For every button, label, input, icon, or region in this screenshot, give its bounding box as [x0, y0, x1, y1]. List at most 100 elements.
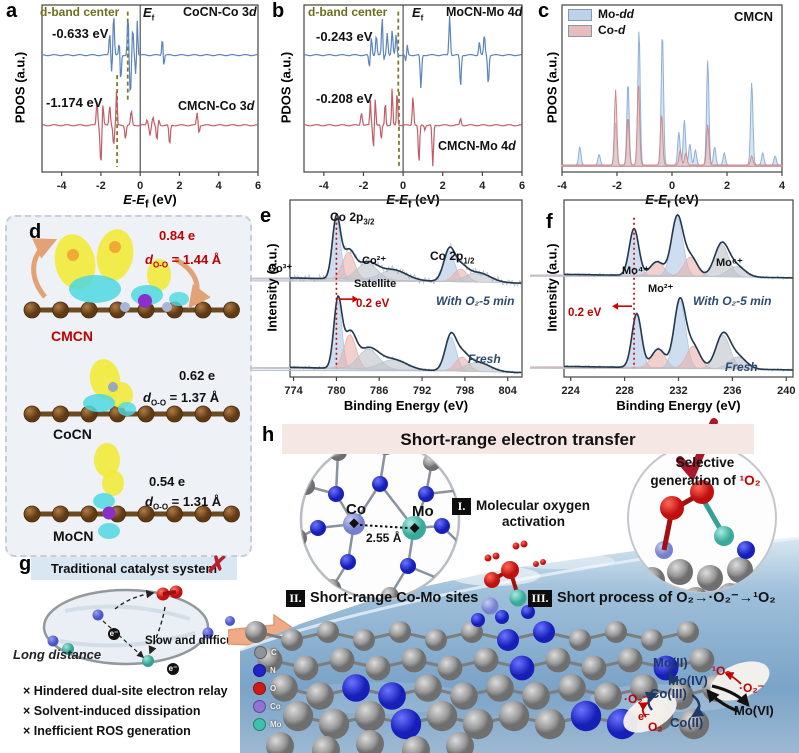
cycle-co2: Co(II) — [670, 715, 704, 730]
panel-h-short-range-scheme: h Short-range electron transfer Co Mo 2.… — [240, 398, 799, 753]
svg-text:4: 4 — [216, 180, 223, 192]
x-axis-label: Binding Energy (eV) — [616, 398, 741, 413]
electron-badge-2: e⁻ — [167, 663, 179, 675]
pdos-chart-a: -4 -2 0 2 4 6 — [41, 4, 261, 192]
co-mo-distance: 2.55 Å — [366, 531, 402, 545]
n-atom-swatch — [253, 664, 266, 678]
satellite-label: Satellite — [354, 278, 397, 290]
charge-blobs-cocn — [83, 359, 136, 416]
y-axis-label: PDOS (a.u.) — [12, 51, 28, 124]
svg-text:240: 240 — [777, 385, 795, 397]
co-atom-label: Co — [346, 501, 366, 518]
panel-letter: b — [272, 0, 285, 22]
active-site-cluster — [471, 540, 546, 627]
cycle-singlet-o2: ¹O₂ — [712, 664, 731, 678]
panel-f-xps-mo3d: 224 228 232 236 240 f Mo⁴⁺ Mo²⁺ Mo⁶⁺ 0.2 eV … — [530, 195, 799, 420]
o-atom-swatch — [253, 682, 266, 696]
cycle-electron: e⁻ — [638, 711, 650, 723]
svg-text:792: 792 — [413, 385, 431, 397]
svg-text:224: 224 — [562, 385, 581, 397]
xps-chart-mo: 224 228 232 236 240 — [530, 199, 795, 397]
dband-energy-1: -0.633 eV — [52, 26, 109, 41]
svg-text:804: 804 — [499, 385, 518, 397]
mo-atom-swatch — [253, 718, 266, 732]
svg-text:-4: -4 — [57, 180, 68, 192]
drawback-1: × Hindered dual-site electron relay — [23, 684, 228, 698]
molecule-structures — [23, 229, 240, 539]
step-ii-text: Short-range Co-Mo sites — [310, 590, 479, 606]
svg-text:798: 798 — [456, 385, 474, 397]
charge-blobs-cmcn — [31, 229, 211, 312]
svg-text:6: 6 — [255, 180, 261, 192]
dband-center-label: d-band center — [308, 5, 388, 19]
svg-text:-2: -2 — [96, 180, 106, 192]
panel-letter: d — [29, 221, 42, 243]
charge-transfer-cmcn: 0.84 e — [159, 228, 196, 243]
panel-letter: c — [538, 0, 550, 22]
redox-cycle — [623, 661, 770, 733]
charge-blobs-mocn — [93, 443, 124, 539]
drawback-2: × Solvent-induced dissipation — [23, 704, 201, 718]
selective-label-line1: Selective — [675, 455, 735, 470]
svg-text:-4: -4 — [557, 180, 568, 192]
charge-transfer-cocn: 0.62 e — [179, 368, 216, 383]
svg-text:774: 774 — [284, 385, 303, 397]
svg-text:786: 786 — [370, 385, 388, 397]
svg-text:2: 2 — [176, 180, 182, 192]
cycle-mo6: Mo(VI) — [734, 703, 774, 718]
pdos-chart-b: -4 -2 0 2 4 6 — [303, 4, 525, 192]
fermi-label: Ef — [412, 5, 424, 23]
mo2-label: Mo²⁺ — [648, 283, 674, 295]
series-2-label: CMCN-Mo 4d — [438, 139, 516, 153]
co-2p32-label: Co 2p3/2 — [330, 210, 375, 227]
electron-badge-1: e⁻ — [108, 628, 120, 640]
svg-text:-2: -2 — [612, 180, 622, 192]
svg-text:4: 4 — [779, 180, 786, 192]
y-axis-label: Intensity (a.u.) — [544, 243, 560, 332]
cycle-o2: O₂ — [648, 720, 663, 734]
c-atom-swatch — [254, 646, 267, 660]
svg-text:0: 0 — [400, 180, 406, 192]
svg-text:2: 2 — [440, 180, 446, 192]
slow-difficult-label: Slow and difficult — [145, 635, 241, 647]
oo-distance-cocn: dO-O = 1.37 Å — [143, 390, 220, 408]
co-2p12-label: Co 2p1/2 — [430, 249, 475, 266]
dband-energy-2: -0.208 eV — [316, 91, 373, 106]
svg-text:6: 6 — [519, 180, 525, 192]
shift-label: 0.2 eV — [568, 307, 602, 319]
panel-letter: e — [260, 205, 272, 227]
panel-e-xps-co2p: 774 780 786 792 798 804 e Co 2p3/2 Co³⁺ Co²⁺ … — [250, 195, 530, 420]
material-tag: CMCN — [734, 9, 773, 24]
legend-co-d: Co-d — [568, 23, 625, 37]
co3-label: Co³⁺ — [268, 263, 293, 275]
selective-label-line2: generation of ¹O₂ — [650, 473, 761, 488]
co-atom-swatch — [253, 700, 266, 714]
mo-atom-label: Mo — [412, 503, 434, 520]
cycle-mo2: Mo(II) — [653, 655, 688, 670]
scheme-scene — [240, 418, 799, 753]
cycle-superoxide-left: ·O₂⁻ — [624, 692, 649, 706]
dband-energy-2: -1.174 eV — [46, 95, 103, 110]
legend-swatch-co — [568, 24, 592, 37]
legend-row-c: C — [254, 644, 277, 660]
co2-label: Co²⁺ — [362, 255, 387, 267]
svg-text:0: 0 — [137, 180, 143, 192]
y-axis-label: PDOS (a.u.) — [544, 51, 560, 124]
shift-label: 0.2 eV — [356, 298, 390, 310]
roman-ii-badge: II. — [286, 590, 305, 607]
legend-row-mo: Mo — [253, 716, 282, 732]
legend-row-n: N — [253, 662, 276, 678]
panel-d-charge-density: d 0.84 e dO-O = 1.44 Å CMCN 0.62 e dO-O … — [5, 215, 252, 557]
mo4-label: Mo⁴⁺ — [622, 265, 650, 277]
roman-i-badge: I. — [452, 498, 471, 515]
oo-distance-cmcn: dO-O = 1.44 Å — [145, 252, 222, 270]
panel-letter: a — [6, 0, 18, 22]
series-1-label: CoCN-Co 3d — [183, 5, 257, 19]
panel-a-pdos-co: -4 -2 0 2 4 6 a d-band center -0.633 eV Ef Co… — [0, 0, 266, 215]
x-axis-label: E-Ef (eV) — [123, 192, 177, 211]
legend-swatch-mo — [568, 8, 592, 21]
charge-transfer-mocn: 0.54 e — [149, 474, 186, 489]
roman-iii-badge: III. — [528, 590, 552, 607]
svg-text:4: 4 — [479, 180, 486, 192]
panel-g-traditional-system: g Traditional catalyst system ✗ e⁻ e⁻ Lo… — [5, 551, 241, 753]
